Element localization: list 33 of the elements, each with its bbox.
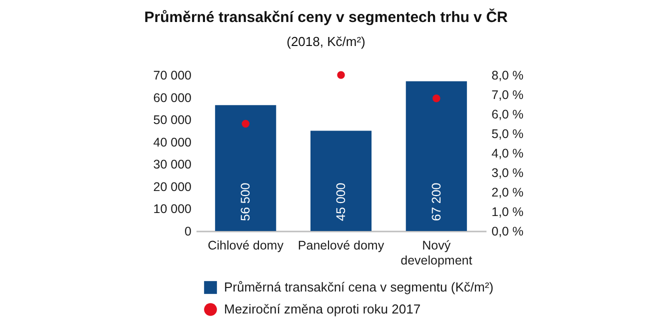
point [337, 71, 345, 79]
legend-label: Průměrná transakční cena v segmentu (Kč/m²) [224, 280, 494, 294]
y2-tick-label: 6,0 % [492, 108, 524, 122]
data-label: 67 200 [429, 182, 444, 221]
y2-tick-label: 4,0 % [492, 146, 524, 160]
chart-title: Průměrné transakční ceny v segmentech trhu v ČR [144, 8, 508, 26]
data-label: 45 000 [334, 182, 348, 221]
point [242, 120, 250, 128]
point [432, 94, 440, 102]
y2-tick-label: 3,0 % [492, 166, 524, 180]
y-tick-label: 30 000 [153, 158, 192, 172]
chart-subtitle: (2018, Kč/m²) [286, 34, 366, 49]
data-label: 56 500 [238, 182, 253, 221]
y-tick-label: 20 000 [153, 180, 192, 194]
bar [310, 130, 372, 231]
y2-tick-label: 7,0 % [492, 88, 524, 102]
bar [215, 105, 276, 231]
y-tick-label: 70 000 [153, 68, 192, 82]
y-tick-label: 0 [184, 224, 192, 238]
x-tick-label: Nový development [400, 238, 473, 268]
y2-tick-label: 2,0 % [492, 186, 524, 200]
y-tick-label: 40 000 [153, 135, 192, 150]
x-tick-label: Cihlové domy [208, 238, 284, 252]
legend-label: Meziroční změna oproti roku 2017 [224, 302, 421, 316]
x-tick-label: Panelové domy [298, 238, 385, 252]
y-tick-label: 10 000 [153, 202, 192, 216]
y-tick-label: 50 000 [153, 113, 192, 128]
bar [406, 81, 467, 231]
y-tick-label: 60 000 [153, 90, 192, 105]
y2-tick-label: 0,0 % [492, 224, 524, 238]
y2-tick-label: 1,0 % [492, 205, 524, 219]
y2-tick-label: 8,0 % [492, 68, 524, 82]
y2-tick-label: 5,0 % [492, 127, 524, 141]
